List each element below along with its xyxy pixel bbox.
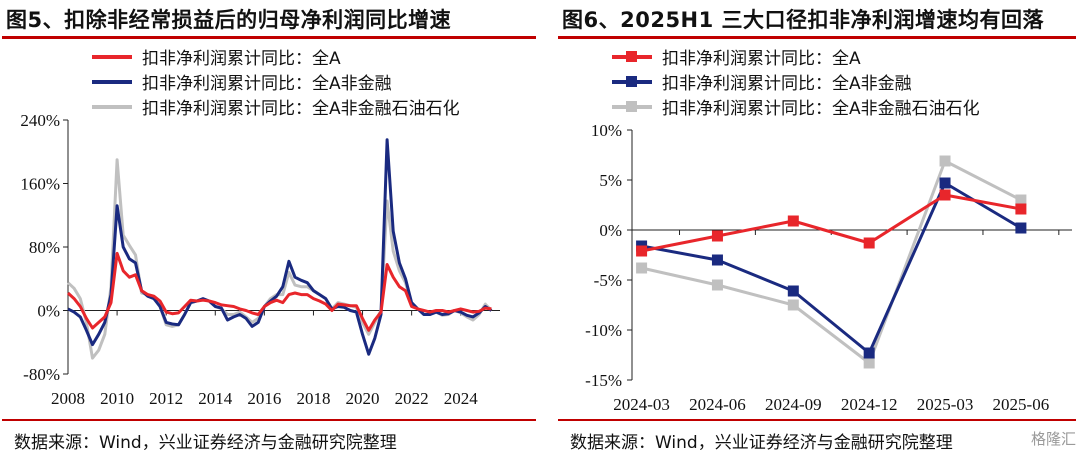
data-point-marker [863,357,875,369]
x-tick-label: 2024-09 [765,395,822,414]
x-tick-label: 2018 [296,389,330,408]
data-point-marker [787,299,799,311]
line-chart-right: -15% -10% -5% 0% 5% 10% 2024-03 2024-06 2024-09 2… [585,121,1072,414]
data-point-marker [1015,222,1027,234]
x-tick-label: 2022 [395,389,429,408]
series-line [641,159,1022,365]
data-point-marker [636,262,648,274]
line-chart-left: -80% 0% 80% 160% 240% 2008 2010 2012 2014 2016 201… [20,111,500,408]
legend-swatch [92,104,132,109]
watermark: 格隆汇 [1030,430,1076,448]
legend-item: 扣非净利润累计同比：全A非金融石油石化 [92,94,460,119]
legend-item: 扣非净利润累计同比：全A非金融 [612,69,980,94]
x-tick-label: 2014 [198,389,233,408]
x-tick-label: 2024 [444,389,479,408]
x-tick-label: 2024-06 [689,395,746,414]
legend-item: 扣非净利润累计同比：全A [612,44,980,69]
data-point-marker [863,237,875,249]
chart-title: 图5、扣除非经常损益后的归母净利润同比增速 [6,8,452,32]
x-tick-label: 2025-06 [993,395,1050,414]
legend-swatch [612,50,652,62]
y-tick-label: 0% [37,302,60,321]
legend-swatch [92,54,132,59]
chart-panel-left: 图5、扣除非经常损益后的归母净利润同比增速 扣非净利润累计同比：全A 扣非净利润… [2,8,536,453]
series-line [66,251,492,332]
legend-label: 扣非净利润累计同比：全A非金融石油石化 [662,99,980,119]
source-rule [2,419,536,421]
source-rule [558,419,1076,421]
y-tick-label: 10% [591,121,622,140]
series-line [641,181,1022,355]
title-rule [2,36,536,39]
data-point-marker [1015,203,1027,215]
legend: 扣非净利润累计同比：全A 扣非净利润累计同比：全A非金融 扣非净利润累计同比：全… [92,44,460,119]
x-tick-label: 2016 [247,389,281,408]
x-tick-label: 2025-03 [917,395,974,414]
title-rule [558,36,1076,39]
legend-swatch [92,79,132,84]
y-tick-label: 0% [599,221,622,240]
y-tick-label: -5% [594,271,622,290]
x-tick-label: 2020 [346,389,380,408]
data-point-marker [939,189,951,201]
y-tick-label: 80% [29,238,60,257]
data-point-marker [939,177,951,189]
y-tick-label: 160% [20,175,60,194]
series-line [67,138,493,356]
data-point-marker [1015,194,1027,206]
source-note: 数据来源：Wind，兴业证券经济与金融研究院整理 [14,433,397,453]
legend-swatch [612,75,652,87]
data-point-marker [939,155,951,167]
y-tick-label: -15% [585,371,622,390]
legend-item: 扣非净利润累计同比：全A非金融石油石化 [612,94,980,119]
x-tick-label: 2024-03 [613,395,670,414]
data-point-marker [787,215,799,227]
data-point-marker [863,347,875,359]
chart-panel-right: 图6、2025H1 三大口径扣非净利润增速均有回落 扣非净利润累计同比：全A 扣… [556,0,1080,456]
legend-swatch [612,100,652,112]
x-tick-label: 2008 [51,389,85,408]
x-tick-label: 2024-12 [841,395,898,414]
series-line [641,193,1022,253]
y-tick-label: 5% [599,171,622,190]
legend-label: 扣非净利润累计同比：全A非金融石油石化 [142,99,460,119]
legend: 扣非净利润累计同比：全A 扣非净利润累计同比：全A非金融 扣非净利润累计同比：全… [612,44,980,119]
chart-title: 图6、2025H1 三大口径扣非净利润增速均有回落 [562,8,1045,32]
data-point-marker [636,245,648,257]
y-tick-label: -80% [23,365,60,384]
x-tick-label: 2010 [100,389,134,408]
legend-label: 扣非净利润累计同比：全A非金融 [142,74,392,94]
data-point-marker [787,285,799,297]
source-note: 数据来源：Wind，兴业证券经济与金融研究院整理 [570,433,953,453]
data-point-marker [711,254,723,266]
x-tick-label: 2012 [149,389,183,408]
legend-item: 扣非净利润累计同比：全A [92,44,460,69]
legend-label: 扣非净利润累计同比：全A [662,49,861,69]
data-point-marker [711,230,723,242]
y-tick-label: -10% [585,321,622,340]
legend-item: 扣非净利润累计同比：全A非金融 [92,69,460,94]
legend-label: 扣非净利润累计同比：全A非金融 [662,74,912,94]
data-point-marker [711,279,723,291]
legend-label: 扣非净利润累计同比：全A [142,49,341,69]
y-tick-label: 240% [20,111,60,130]
